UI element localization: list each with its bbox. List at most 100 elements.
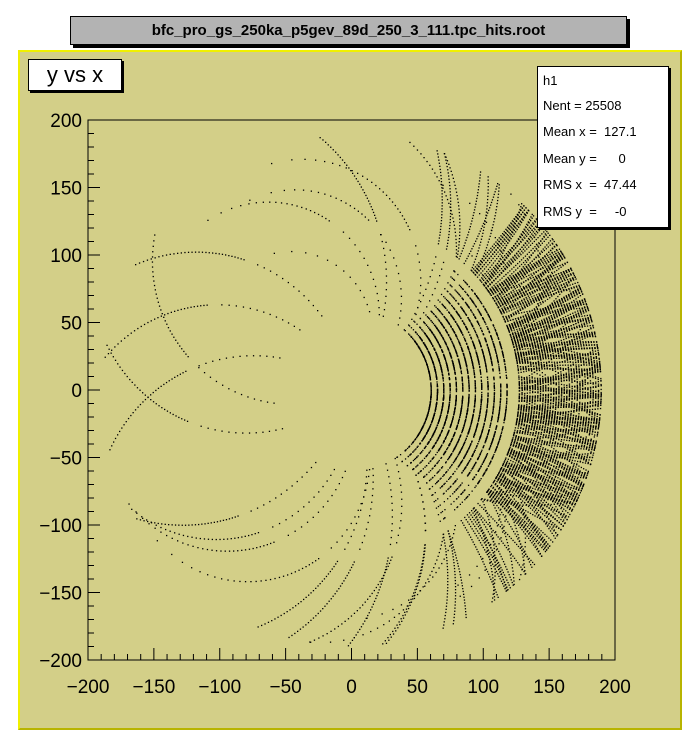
hit-point bbox=[487, 402, 489, 404]
hit-point bbox=[546, 443, 548, 445]
y-tick-label: 100 bbox=[50, 246, 82, 267]
hit-point bbox=[530, 313, 532, 315]
hit-point bbox=[518, 444, 520, 446]
hit-point bbox=[541, 458, 543, 460]
hit-point bbox=[523, 446, 525, 448]
hit-point bbox=[540, 505, 542, 508]
hit-point bbox=[524, 306, 526, 308]
hit-point bbox=[418, 336, 421, 338]
hit-point bbox=[492, 274, 494, 276]
hit-point bbox=[484, 566, 486, 568]
hit-point bbox=[478, 274, 480, 276]
hit-point bbox=[556, 308, 559, 311]
hit-point bbox=[453, 367, 455, 369]
hit-point bbox=[560, 303, 562, 305]
hit-point bbox=[591, 362, 593, 364]
hit-point bbox=[585, 459, 587, 462]
hit-point bbox=[550, 331, 552, 333]
hit-point bbox=[490, 232, 492, 235]
hit-point bbox=[427, 326, 429, 328]
hit-point bbox=[554, 278, 557, 280]
hit-point bbox=[497, 247, 499, 249]
hit-point bbox=[500, 301, 502, 303]
hit-point bbox=[484, 534, 486, 536]
hit-point bbox=[542, 358, 544, 360]
hit-point bbox=[503, 468, 505, 470]
hit-point bbox=[487, 264, 489, 266]
hit-point bbox=[471, 299, 473, 301]
hit-point bbox=[558, 381, 560, 383]
hit-point bbox=[441, 190, 443, 192]
hit-point bbox=[506, 586, 508, 588]
hit-point bbox=[531, 483, 533, 485]
hit-point bbox=[539, 457, 541, 459]
hit-point bbox=[505, 240, 507, 242]
hit-point bbox=[500, 388, 502, 390]
hit-point bbox=[450, 538, 452, 540]
hit-point bbox=[531, 317, 534, 319]
hit-point bbox=[504, 255, 506, 257]
hit-point bbox=[463, 457, 465, 460]
hit-point bbox=[576, 464, 578, 466]
hit-point bbox=[415, 448, 417, 450]
hit-point bbox=[405, 449, 407, 451]
hit-point bbox=[529, 395, 531, 397]
hit-point bbox=[552, 442, 554, 444]
hit-point bbox=[495, 570, 498, 573]
hit-point bbox=[539, 314, 541, 317]
hit-point bbox=[537, 542, 539, 545]
hit-point bbox=[565, 492, 567, 494]
hit-point bbox=[514, 427, 517, 429]
hit-point bbox=[491, 339, 493, 341]
hit-point bbox=[511, 315, 513, 318]
hit-point bbox=[520, 213, 522, 215]
hit-point bbox=[559, 464, 561, 467]
hit-point bbox=[512, 514, 514, 517]
hit-point bbox=[552, 451, 554, 454]
hit-point bbox=[530, 273, 532, 275]
hit-point bbox=[518, 226, 520, 228]
hit-point bbox=[539, 399, 541, 401]
hit-point bbox=[535, 256, 537, 258]
hit-point bbox=[493, 327, 496, 329]
hit-point bbox=[503, 234, 506, 237]
hit-point bbox=[562, 442, 565, 444]
hit-point bbox=[513, 482, 516, 484]
hit-point bbox=[513, 281, 515, 283]
hit-point bbox=[576, 336, 578, 338]
hit-point bbox=[440, 512, 442, 514]
hit-point bbox=[578, 335, 580, 338]
hit-point bbox=[568, 282, 570, 284]
hit-point bbox=[574, 420, 577, 422]
hit-point bbox=[440, 312, 442, 314]
x-tick-label: 0 bbox=[346, 677, 357, 698]
hit-point bbox=[441, 205, 443, 207]
hit-point bbox=[485, 438, 487, 440]
hit-point bbox=[544, 547, 546, 549]
hit-point bbox=[573, 409, 575, 412]
hit-point bbox=[533, 240, 535, 243]
hit-point bbox=[544, 380, 547, 382]
hit-point bbox=[442, 338, 445, 340]
hit-point bbox=[564, 517, 566, 519]
hit-point bbox=[497, 421, 499, 423]
hit-point bbox=[569, 304, 571, 306]
hit-point bbox=[537, 255, 539, 257]
hit-point bbox=[514, 288, 516, 290]
hit-point bbox=[504, 242, 506, 245]
hit-point bbox=[535, 508, 538, 510]
hit-point bbox=[527, 264, 530, 266]
hit-point bbox=[464, 516, 466, 519]
hit-point bbox=[461, 585, 463, 587]
hit-point bbox=[495, 287, 497, 289]
hit-point bbox=[582, 356, 584, 359]
hit-point bbox=[484, 321, 486, 324]
hit-point bbox=[404, 330, 406, 332]
hit-point bbox=[525, 366, 527, 368]
hit-point bbox=[574, 502, 577, 505]
hit-point bbox=[518, 519, 520, 521]
hit-point bbox=[568, 426, 570, 428]
hit-point bbox=[558, 500, 560, 503]
hit-point bbox=[530, 236, 532, 239]
hit-point bbox=[513, 517, 515, 519]
